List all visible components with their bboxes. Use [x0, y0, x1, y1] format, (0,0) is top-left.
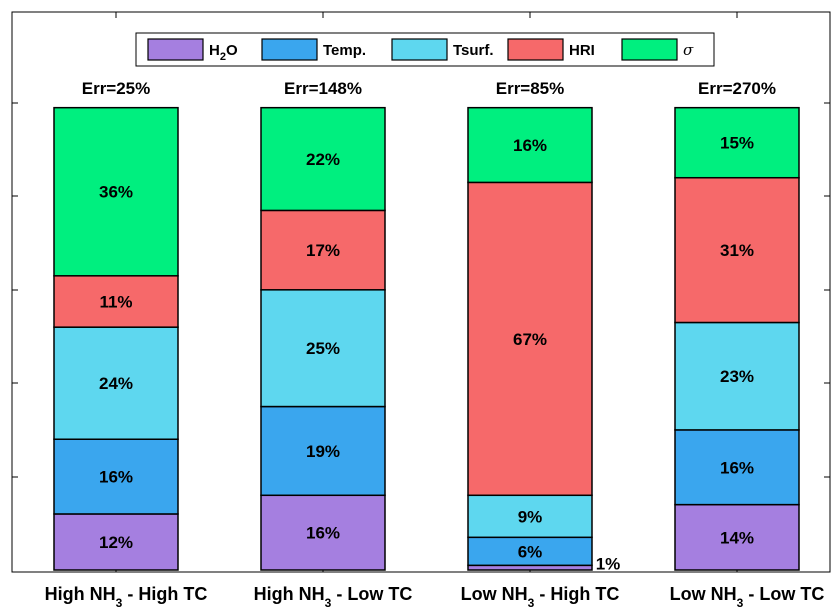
bar-segment-0-2	[53, 326, 179, 440]
error-label-3: Err=270%	[698, 79, 776, 98]
legend-swatch-4	[621, 38, 678, 61]
segment-label-0-4: 36%	[99, 183, 133, 202]
segment-label-3-3: 31%	[720, 241, 754, 260]
segment-label-2-3: 67%	[513, 330, 547, 349]
bar-segment-1-1	[260, 405, 386, 497]
bar-segment-2-3	[467, 181, 593, 497]
segment-label-1-0: 16%	[306, 524, 340, 543]
bar-segment-3-0	[674, 503, 800, 571]
segment-label-0-3: 11%	[99, 292, 132, 311]
bar-segment-3-2	[674, 321, 800, 431]
segment-label-3-1: 16%	[720, 458, 754, 477]
legend-swatch-0	[147, 38, 204, 61]
legend-label-3: HRI	[569, 42, 595, 59]
error-label-2: Err=85%	[496, 79, 565, 98]
bar-segment-0-3	[53, 275, 179, 328]
legend-label-0: H2O	[209, 42, 238, 63]
bar-segment-3-3	[674, 176, 800, 324]
segment-label-0-1: 16%	[99, 468, 133, 487]
bar-segment-3-1	[674, 429, 800, 506]
error-labels-group: Err=25% Err=148% Err=85% Err=270%	[82, 79, 776, 98]
legend-label-2: Tsurf.	[453, 42, 494, 59]
bar-segment-1-3	[260, 209, 386, 291]
error-label-1: Err=148%	[284, 79, 362, 98]
error-label-0: Err=25%	[82, 79, 151, 98]
category-label-3: Low NH3 - Low TC	[670, 584, 825, 610]
segment-label-2-0: 1%	[596, 555, 621, 574]
bar-segment-2-2	[467, 494, 593, 539]
legend-label-1: Temp.	[323, 42, 366, 59]
segment-label-3-2: 23%	[720, 367, 754, 386]
segment-label-3-4: 15%	[720, 134, 754, 153]
segment-label-1-2: 25%	[306, 339, 340, 358]
segment-label-0-0: 12%	[99, 533, 133, 552]
bar-segment-2-4	[467, 106, 593, 184]
legend: H2O Temp. Tsurf. HRI σ	[135, 32, 715, 67]
bar-segment-1-4	[260, 106, 386, 212]
segment-label-1-3: 17%	[306, 241, 340, 260]
legend-swatch-2	[391, 38, 448, 61]
legend-label-4: σ	[683, 41, 694, 59]
segment-label-0-2: 24%	[99, 374, 133, 393]
segment-label-1-4: 22%	[306, 150, 340, 169]
bar-segment-3-4	[674, 106, 800, 179]
segment-label-2-4: 16%	[513, 136, 547, 155]
category-label-2: Low NH3 - High TC	[461, 584, 620, 610]
bar-segment-1-0	[260, 494, 386, 571]
segment-label-2-2: 9%	[518, 507, 543, 526]
category-labels-group: High NH3 - High TC High NH3 - Low TC Low N…	[45, 584, 825, 610]
bar-segment-0-4	[53, 106, 179, 277]
bar-segment-1-2	[260, 289, 386, 408]
bars-group	[53, 106, 800, 571]
segment-labels-group: 12% 16% 24% 11% 36% 16% 19% 25% 17% 22% 1% 6% 9% 67% 1…	[99, 134, 754, 574]
category-label-1: High NH3 - Low TC	[254, 584, 413, 610]
segment-label-2-1: 6%	[518, 542, 543, 561]
segment-label-3-0: 14%	[720, 528, 754, 547]
segment-label-1-1: 19%	[306, 442, 340, 461]
legend-swatch-3	[507, 38, 564, 61]
category-label-0: High NH3 - High TC	[45, 584, 208, 610]
legend-swatch-1	[261, 38, 318, 61]
